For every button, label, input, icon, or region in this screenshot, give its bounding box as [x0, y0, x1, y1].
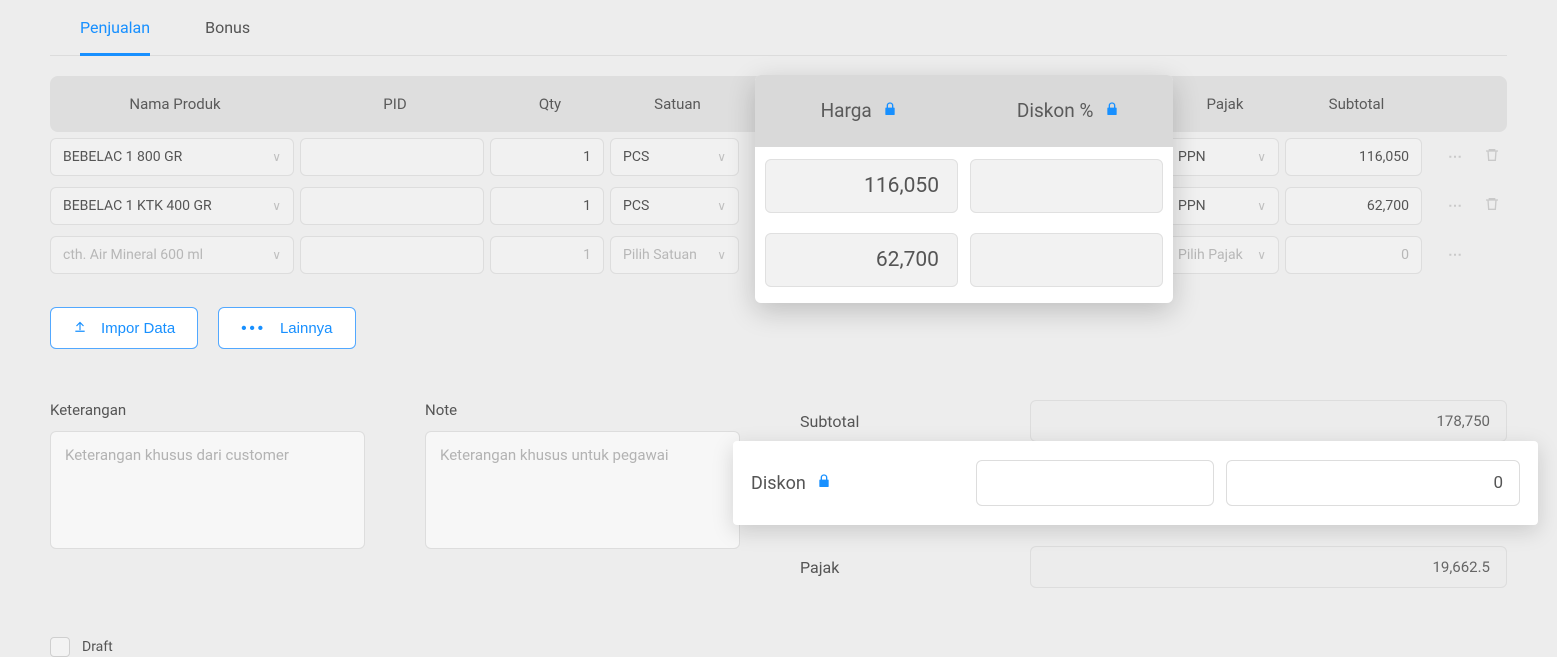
tabs: Penjualan Bonus — [50, 10, 1507, 56]
th-nama: Nama Produk — [50, 95, 300, 113]
product-name: BEBELAC 1 800 GR — [63, 149, 182, 165]
product-select[interactable]: BEBELAC 1 KTK 400 GR ∨ — [50, 187, 294, 225]
diskon-input[interactable] — [970, 159, 1163, 213]
diskon-input[interactable] — [970, 233, 1163, 287]
pajak-select[interactable]: Pilih Pajak ∨ — [1165, 236, 1279, 274]
harga-input[interactable]: 62,700 — [765, 233, 958, 287]
dots-icon: ••• — [241, 320, 266, 337]
subtotal-cell: 116,050 — [1285, 138, 1422, 176]
pajak-select[interactable]: PPN ∨ — [1165, 187, 1279, 225]
note-label: Note — [425, 401, 740, 419]
qty-input[interactable]: 1 — [490, 187, 604, 225]
diskon-panel: Diskon 0 — [733, 441, 1538, 525]
popup-harga-header: Harga — [755, 99, 964, 123]
satuan-value: PCS — [623, 198, 649, 214]
pajak-select[interactable]: PPN ∨ — [1165, 138, 1279, 176]
pid-input[interactable] — [300, 187, 484, 225]
chevron-down-icon: ∨ — [717, 199, 726, 213]
diskon-label: Diskon — [751, 473, 806, 494]
subtotal-cell: 62,700 — [1285, 187, 1422, 225]
chevron-down-icon: ∨ — [272, 199, 281, 213]
chevron-down-icon: ∨ — [1257, 199, 1266, 213]
satuan-select[interactable]: PCS ∨ — [610, 187, 739, 225]
diskon-amount-input[interactable]: 0 — [1226, 460, 1520, 506]
product-select[interactable]: cth. Air Mineral 600 ml ∨ — [50, 236, 294, 274]
pid-input[interactable] — [300, 236, 484, 274]
subtotal-value: 178,750 — [1030, 400, 1507, 442]
note-textarea[interactable] — [425, 431, 740, 549]
chevron-down-icon: ∨ — [717, 248, 726, 262]
upload-icon — [73, 319, 87, 337]
keterangan-label: Keterangan — [50, 401, 365, 419]
import-label: Impor Data — [101, 320, 175, 337]
th-qty: Qty — [490, 95, 610, 113]
subtotal-label: Subtotal — [800, 412, 1030, 431]
th-subtotal: Subtotal — [1285, 95, 1428, 113]
pajak-value: 19,662.5 — [1030, 546, 1507, 588]
chevron-down-icon: ∨ — [1257, 150, 1266, 164]
more-button[interactable]: ••• Lainnya — [218, 307, 355, 349]
row-more-icon[interactable]: ⋯ — [1448, 247, 1464, 263]
tab-penjualan[interactable]: Penjualan — [80, 10, 150, 56]
delete-row-icon[interactable] — [1484, 196, 1500, 216]
price-discount-popup: Harga Diskon % 116,050 62,700 — [755, 75, 1173, 303]
qty-input[interactable]: 1 — [490, 236, 604, 274]
product-name: BEBELAC 1 KTK 400 GR — [63, 198, 212, 214]
chevron-down-icon: ∨ — [272, 150, 281, 164]
satuan-select[interactable]: Pilih Satuan ∨ — [610, 236, 739, 274]
diskon-percent-input[interactable] — [976, 460, 1214, 506]
import-data-button[interactable]: Impor Data — [50, 307, 198, 349]
qty-input[interactable]: 1 — [490, 138, 604, 176]
row-more-icon[interactable]: ⋯ — [1448, 149, 1464, 165]
row-more-icon[interactable]: ⋯ — [1448, 198, 1464, 214]
lock-icon — [1104, 100, 1120, 123]
delete-row-icon[interactable] — [1484, 147, 1500, 167]
draft-label: Draft — [82, 639, 113, 655]
draft-checkbox[interactable] — [50, 637, 70, 657]
product-select[interactable]: BEBELAC 1 800 GR ∨ — [50, 138, 294, 176]
product-placeholder: cth. Air Mineral 600 ml — [63, 247, 203, 263]
chevron-down-icon: ∨ — [717, 150, 726, 164]
pajak-placeholder: Pilih Pajak — [1178, 247, 1243, 263]
satuan-value: PCS — [623, 149, 649, 165]
th-pid: PID — [300, 95, 490, 113]
chevron-down-icon: ∨ — [1257, 248, 1266, 262]
satuan-placeholder: Pilih Satuan — [623, 247, 697, 263]
chevron-down-icon: ∨ — [272, 248, 281, 262]
pajak-label: Pajak — [800, 558, 1030, 577]
satuan-select[interactable]: PCS ∨ — [610, 138, 739, 176]
tab-bonus[interactable]: Bonus — [205, 10, 250, 55]
pajak-value: PPN — [1178, 149, 1206, 165]
subtotal-cell: 0 — [1285, 236, 1422, 274]
pid-input[interactable] — [300, 138, 484, 176]
harga-input[interactable]: 116,050 — [765, 159, 958, 213]
more-label: Lainnya — [280, 320, 333, 337]
lock-icon — [882, 100, 898, 123]
lock-icon — [816, 472, 832, 495]
th-pajak: Pajak — [1165, 95, 1285, 113]
th-satuan: Satuan — [610, 95, 745, 113]
pajak-value: PPN — [1178, 198, 1206, 214]
popup-diskon-header: Diskon % — [964, 99, 1173, 123]
keterangan-textarea[interactable] — [50, 431, 365, 549]
